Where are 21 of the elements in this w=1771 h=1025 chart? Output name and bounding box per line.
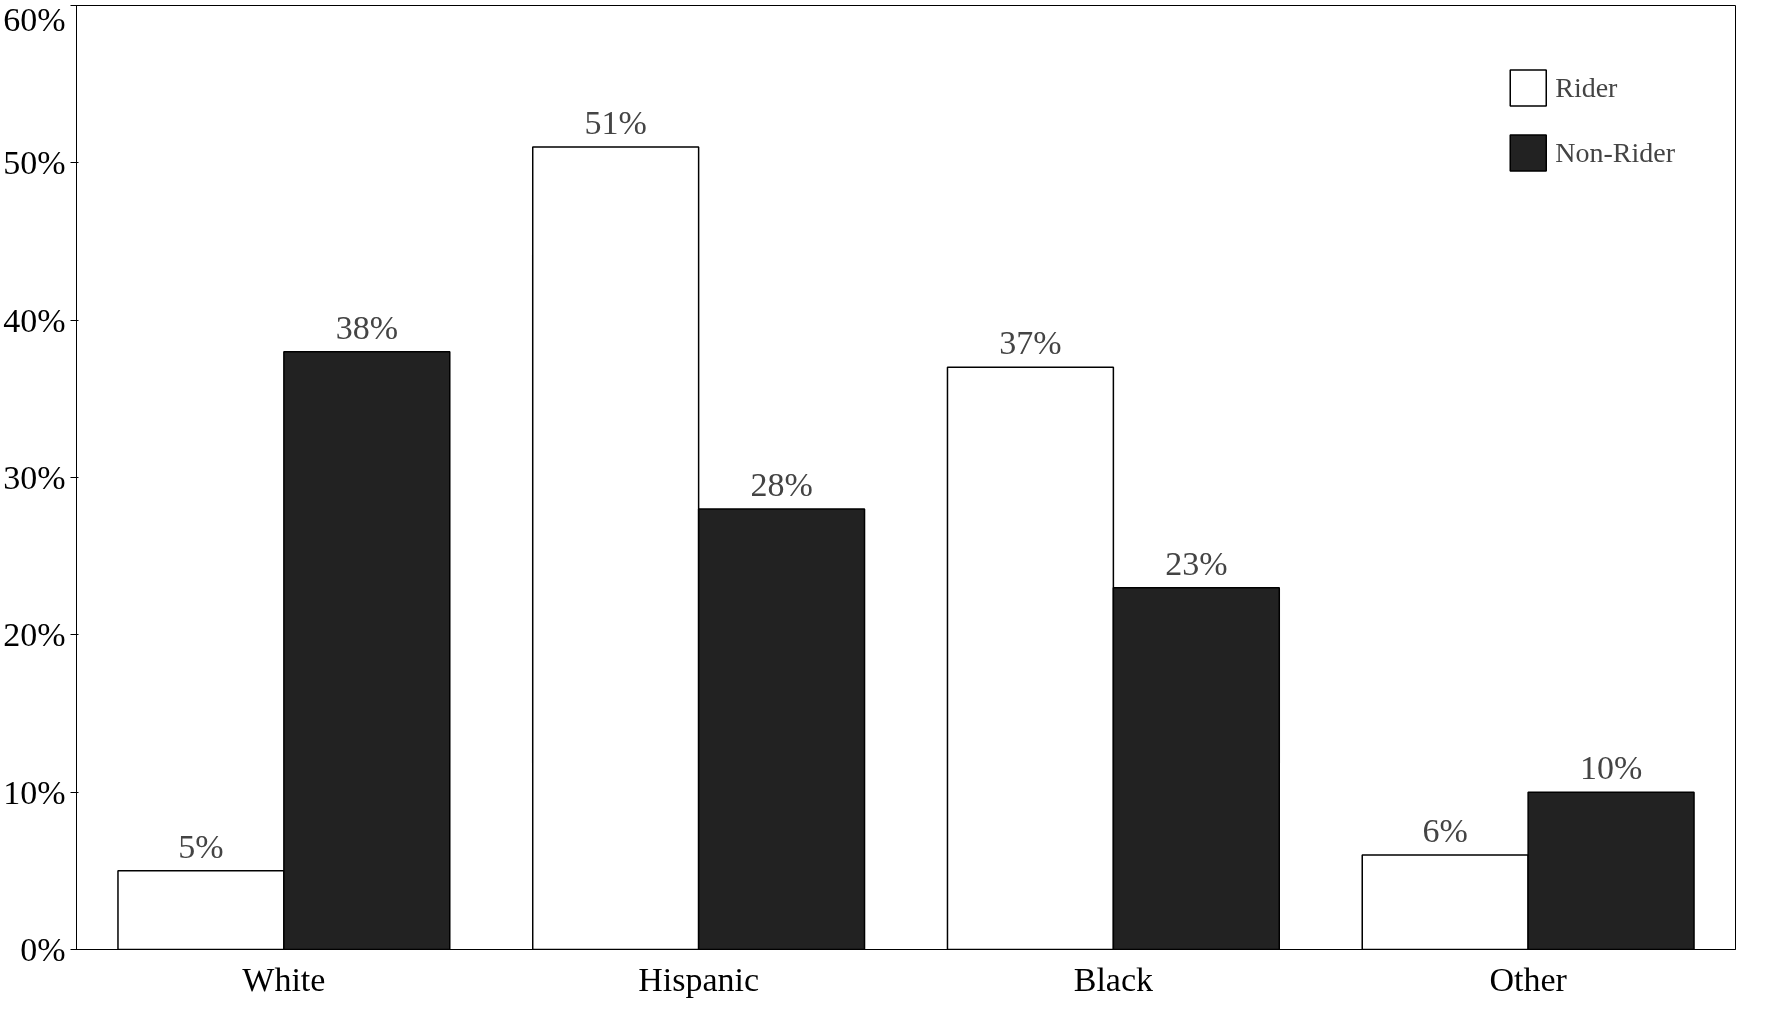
- data-label: 5%: [178, 827, 224, 865]
- data-label: 28%: [750, 465, 813, 503]
- x-tick-label: White: [242, 960, 326, 998]
- data-label: 37%: [999, 324, 1062, 362]
- y-tick-label: 0%: [20, 931, 66, 968]
- y-tick-label: 60%: [3, 0, 66, 38]
- x-tick-label: Black: [1073, 960, 1154, 998]
- y-tick-label: 30%: [3, 459, 66, 496]
- y-tick-label: 20%: [3, 616, 66, 654]
- data-label: 6%: [1422, 812, 1468, 850]
- data-label: 23%: [1165, 544, 1228, 582]
- legend-label: Non-Rider: [1555, 136, 1675, 169]
- y-tick-label: 40%: [3, 301, 66, 339]
- data-label: 10%: [1579, 749, 1643, 787]
- data-label: 51%: [584, 104, 647, 142]
- x-tick-label: Other: [1489, 960, 1568, 998]
- y-tick-label: 10%: [3, 773, 66, 811]
- data-label: 38%: [335, 308, 398, 346]
- x-tick-label: Hispanic: [638, 960, 760, 998]
- legend-label: Rider: [1555, 71, 1618, 104]
- y-tick-label: 50%: [3, 144, 66, 182]
